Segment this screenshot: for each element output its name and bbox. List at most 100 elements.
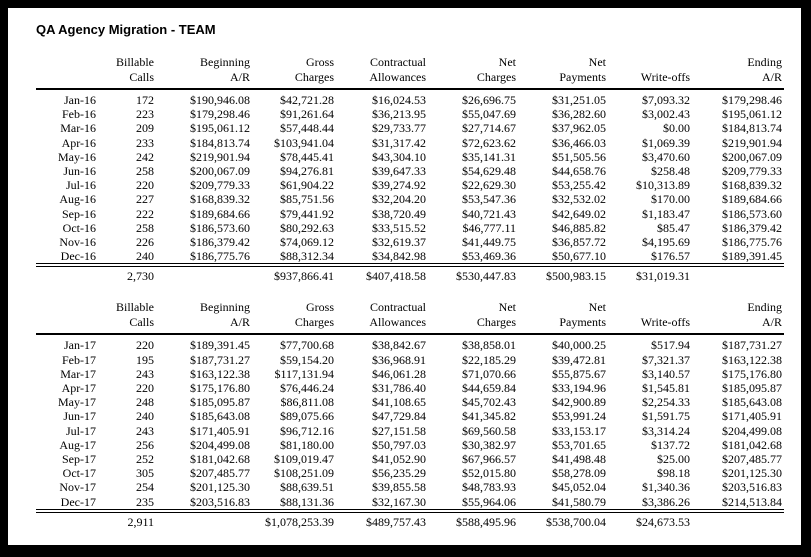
value-cell: 172 bbox=[136, 93, 154, 107]
value-cell: $41,580.79 bbox=[552, 494, 606, 509]
value-cell: $258.48 bbox=[651, 164, 690, 179]
table-row: Apr-16 233 $184,813.74 $103,941.04 $31,317.4… bbox=[36, 136, 784, 150]
table-row: Feb-17 195 $187,731.27 $59,154.20 $36,968.91… bbox=[36, 353, 784, 367]
month-cell: Jun-17 bbox=[63, 409, 96, 424]
column-header: Contractual Allowances bbox=[336, 300, 428, 336]
value-cell: $117,131.94 bbox=[274, 366, 334, 381]
value-cell: $171,405.91 bbox=[190, 423, 250, 438]
value-cell: 220 bbox=[136, 381, 154, 396]
column-header: Contractual Allowances bbox=[336, 55, 428, 90]
value-cell: $88,312.34 bbox=[280, 249, 334, 264]
month-column-header bbox=[36, 55, 98, 90]
table-row: Nov-17 254 $201,125.30 $88,639.51 $39,855.58… bbox=[36, 480, 784, 494]
value-cell: $0.00 bbox=[663, 121, 690, 136]
month-cell: Apr-17 bbox=[61, 381, 96, 396]
value-cell: $53,255.42 bbox=[552, 178, 606, 193]
value-cell: $46,061.28 bbox=[372, 366, 426, 381]
value-cell: $37,962.05 bbox=[552, 121, 606, 136]
value-cell: $39,472.81 bbox=[552, 352, 606, 367]
value-cell: $10,313.89 bbox=[636, 178, 690, 193]
column-header: Ending A/R bbox=[692, 55, 784, 90]
value-cell: 235 bbox=[136, 494, 154, 509]
value-cell: $43,304.10 bbox=[372, 149, 426, 164]
value-cell: $181,042.68 bbox=[190, 452, 250, 467]
value-cell: $179,298.46 bbox=[190, 107, 250, 122]
totals-cell bbox=[692, 263, 784, 284]
value-cell: $175,176.80 bbox=[190, 381, 250, 396]
value-cell: $137.72 bbox=[651, 437, 690, 452]
value-cell: $219,901.94 bbox=[190, 149, 250, 164]
value-cell: $189,684.66 bbox=[722, 192, 782, 207]
value-cell: $219,901.94 bbox=[722, 135, 782, 150]
value-cell: $38,720.49 bbox=[372, 206, 426, 221]
value-cell: 258 bbox=[136, 164, 154, 179]
month-cell: Jul-16 bbox=[66, 178, 96, 193]
value-cell: $42,649.02 bbox=[552, 206, 606, 221]
value-cell: $38,842.67 bbox=[372, 338, 426, 353]
value-cell: $40,721.43 bbox=[462, 206, 516, 221]
value-cell: $3,002.43 bbox=[642, 107, 690, 122]
value-cell: $29,733.77 bbox=[372, 121, 426, 136]
value-cell: $187,731.27 bbox=[722, 338, 782, 353]
column-header: Write-offs bbox=[608, 300, 692, 336]
value-cell: $1,183.47 bbox=[642, 206, 690, 221]
month-cell: Sep-16 bbox=[62, 206, 96, 221]
value-cell: $186,775.76 bbox=[190, 249, 250, 264]
value-cell: $176.57 bbox=[651, 249, 690, 264]
value-cell: $204,499.08 bbox=[722, 423, 782, 438]
totals-cell: $24,673.53 bbox=[608, 508, 692, 530]
value-cell: $1,340.36 bbox=[642, 480, 690, 495]
value-cell: $33,194.96 bbox=[552, 381, 606, 396]
value-cell: 240 bbox=[136, 409, 154, 424]
value-cell: 256 bbox=[136, 437, 154, 452]
value-cell: $57,448.44 bbox=[280, 121, 334, 136]
value-cell: $41,108.65 bbox=[372, 395, 426, 410]
value-cell: $200,067.09 bbox=[190, 164, 250, 179]
table-row: Aug-17 256 $204,499.08 $81,180.00 $50,797.03… bbox=[36, 438, 784, 452]
value-cell: $2,254.33 bbox=[642, 395, 690, 410]
value-cell: $53,991.24 bbox=[552, 409, 606, 424]
totals-cell: $937,866.41 bbox=[252, 263, 336, 284]
totals-cell: $538,700.04 bbox=[518, 508, 608, 530]
table-row: Nov-16 226 $186,379.42 $74,069.12 $32,619.37… bbox=[36, 235, 784, 249]
value-cell: $3,314.24 bbox=[642, 423, 690, 438]
table-row: Mar-17 243 $163,122.38 $117,131.94 $46,061.2… bbox=[36, 367, 784, 381]
value-cell: 242 bbox=[136, 149, 154, 164]
value-cell: $53,701.65 bbox=[552, 437, 606, 452]
table-row: Jul-16 220 $209,779.33 $61,904.22 $39,274.92… bbox=[36, 178, 784, 192]
month-cell: Aug-16 bbox=[59, 192, 96, 207]
value-cell: $31,251.05 bbox=[552, 93, 606, 107]
value-cell: $7,093.32 bbox=[642, 93, 690, 107]
value-cell: $207,485.77 bbox=[190, 466, 250, 481]
month-cell: May-16 bbox=[58, 149, 96, 164]
table-row: Dec-16 240 $186,775.76 $88,312.34 $34,842.98… bbox=[36, 249, 784, 263]
value-cell: $163,122.38 bbox=[722, 352, 782, 367]
value-cell: $72,623.62 bbox=[462, 135, 516, 150]
value-cell: $34,842.98 bbox=[372, 249, 426, 264]
value-cell: $207,485.77 bbox=[722, 452, 782, 467]
column-header: Net Charges bbox=[428, 300, 518, 336]
month-cell: Dec-17 bbox=[60, 494, 96, 509]
value-cell: $94,276.81 bbox=[280, 164, 334, 179]
value-cell: $108,251.09 bbox=[274, 466, 334, 481]
value-cell: $186,573.60 bbox=[722, 206, 782, 221]
value-cell: $214,513.84 bbox=[722, 494, 782, 509]
value-cell: $51,505.56 bbox=[552, 149, 606, 164]
value-cell: $171,405.91 bbox=[722, 409, 782, 424]
value-cell: $168,839.32 bbox=[190, 192, 250, 207]
totals-cell: $500,983.15 bbox=[518, 263, 608, 284]
value-cell: $85.47 bbox=[657, 220, 690, 235]
month-cell: Mar-16 bbox=[60, 121, 96, 136]
table-row: Aug-16 227 $168,839.32 $85,751.56 $32,204.20… bbox=[36, 192, 784, 206]
value-cell: $88,131.36 bbox=[280, 494, 334, 509]
value-cell: $74,069.12 bbox=[280, 235, 334, 250]
value-cell: $3,386.26 bbox=[642, 494, 690, 509]
column-header: Billable Calls bbox=[98, 55, 156, 90]
value-cell: $3,140.57 bbox=[642, 366, 690, 381]
table-row: Jul-17 243 $171,405.91 $96,712.16 $27,151.58… bbox=[36, 424, 784, 438]
value-cell: $48,783.93 bbox=[462, 480, 516, 495]
report-content: QA Agency Migration - TEAM Billable Calls… bbox=[8, 8, 801, 530]
value-cell: $91,261.64 bbox=[280, 107, 334, 122]
value-cell: $4,195.69 bbox=[642, 235, 690, 250]
